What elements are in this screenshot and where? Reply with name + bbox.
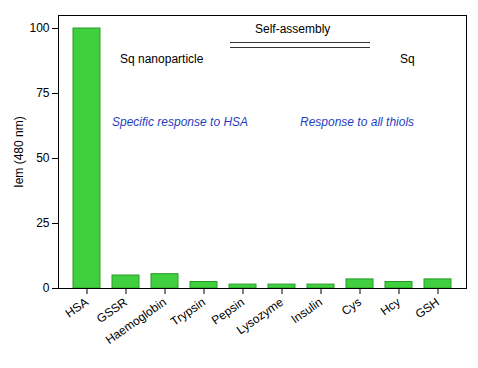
html-text:Sq: Sq bbox=[400, 52, 415, 66]
svg-text:Iem (480 nm): Iem (480 nm) bbox=[12, 116, 26, 187]
svg-text:GSSR: GSSR bbox=[94, 294, 130, 326]
svg-text:Trypsin: Trypsin bbox=[168, 295, 208, 329]
svg-text:0: 0 bbox=[43, 281, 50, 295]
svg-text:Pepsin: Pepsin bbox=[208, 294, 247, 328]
svg-text:100: 100 bbox=[29, 21, 49, 35]
html-text:Self-assembly: Self-assembly bbox=[255, 22, 331, 36]
svg-text:75: 75 bbox=[36, 86, 50, 100]
html-text:Specific response to HSA: Specific response to HSA bbox=[112, 115, 249, 129]
svg-text:Haemoglobin: Haemoglobin bbox=[103, 295, 169, 347]
svg-text:Insulin: Insulin bbox=[288, 295, 324, 326]
svg-text:GSH: GSH bbox=[413, 295, 442, 321]
svg-text:Hcy: Hcy bbox=[378, 295, 403, 318]
svg-text:Lysozyme: Lysozyme bbox=[234, 295, 286, 337]
html-text:Sq nanoparticle: Sq nanoparticle bbox=[120, 52, 204, 66]
svg-text:50: 50 bbox=[36, 151, 50, 165]
svg-text:25: 25 bbox=[36, 216, 50, 230]
svg-text:HSA: HSA bbox=[63, 295, 91, 321]
html-text:Response to all thiols: Response to all thiols bbox=[300, 115, 415, 129]
svg-text:Cys: Cys bbox=[339, 295, 364, 318]
